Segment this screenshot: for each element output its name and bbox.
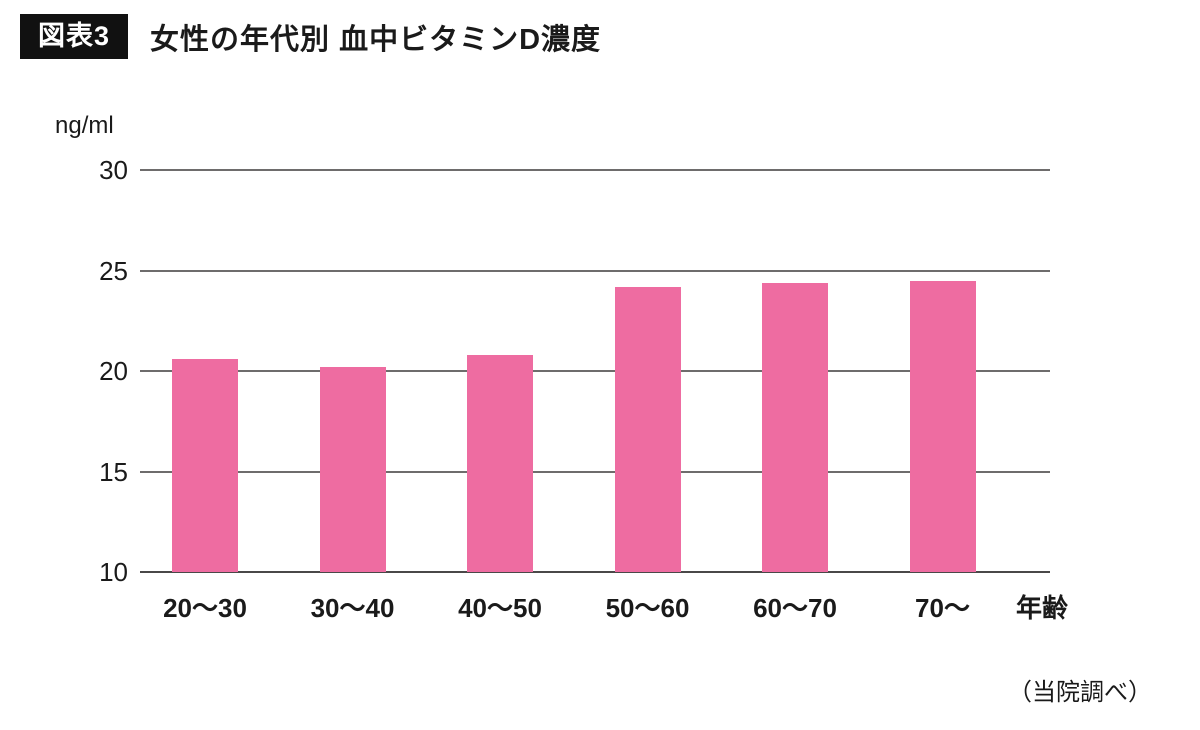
gridline	[140, 370, 1050, 372]
x-axis-tick-label: 40〜50	[458, 593, 542, 623]
bar	[614, 286, 681, 572]
plot-area: 10 15 20 25 30 20〜30 30〜40 40〜50 50〜60 60〜70 70〜 年齢	[99, 157, 1068, 623]
bar	[909, 280, 976, 572]
y-axis-unit-label: ng/ml	[55, 112, 114, 139]
x-axis-tick-label: 50〜60	[605, 593, 690, 623]
y-axis-tick-label: 10	[99, 557, 128, 587]
x-axis-line	[140, 571, 1050, 573]
figure-number-badge: 図表3	[20, 14, 129, 59]
bar	[762, 282, 828, 572]
y-axis-tick-label: 25	[99, 255, 128, 286]
bar	[319, 366, 386, 572]
x-axis-tick-label: 70〜	[915, 593, 970, 623]
source-note: （当院調べ）	[1008, 679, 1152, 706]
x-axis-title: 年齢	[1016, 593, 1069, 623]
gridline	[140, 169, 1050, 171]
chart-title: 女性の年代別 血中ビタミンD濃度	[150, 23, 602, 56]
bar	[172, 358, 238, 572]
gridline	[140, 269, 1050, 272]
bar	[467, 354, 533, 572]
y-axis-tick-label: 15	[99, 456, 128, 487]
y-axis-tick-label: 20	[99, 356, 128, 386]
gridline	[140, 470, 1050, 473]
x-axis-tick-label: 30〜40	[310, 593, 395, 623]
x-axis-tick-label: 20〜30	[163, 593, 247, 623]
x-axis-tick-label: 60〜70	[753, 593, 837, 623]
y-axis-tick-label: 30	[99, 155, 128, 185]
chart-header: 図表3 女性の年代別 血中ビタミンD濃度	[20, 14, 601, 59]
